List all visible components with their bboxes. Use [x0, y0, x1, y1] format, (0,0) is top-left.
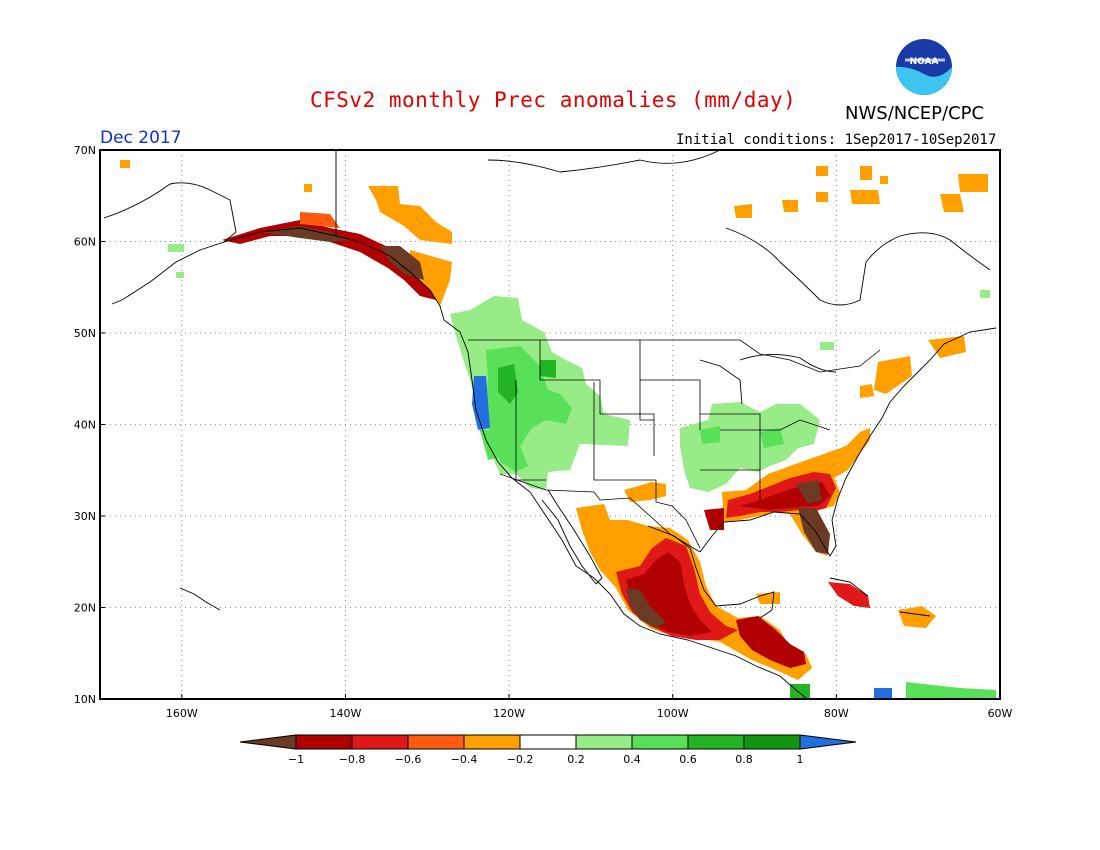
colorbar-label: 0.4 — [623, 753, 641, 766]
lat-tick-label: 20N — [74, 602, 96, 615]
lat-tick-label: 70N — [74, 144, 96, 157]
colorbar-swatch — [631, 734, 689, 750]
lon-tick-label: 140W — [330, 707, 362, 720]
forecast-month: Dec 2017 — [100, 128, 182, 148]
coastlines — [103, 149, 997, 699]
lon-tick-label: 120W — [493, 707, 525, 720]
initial-conditions: Initial conditions: 1Sep2017-10Sep2017 — [676, 132, 997, 148]
colorbar-label: 0.6 — [679, 753, 697, 766]
lon-tick-label: 60W — [988, 707, 1013, 720]
lat-tick-label: 10N — [74, 693, 96, 706]
graticule — [100, 150, 1000, 699]
colorbar-label: −0.8 — [339, 753, 366, 766]
colorbar-swatch — [519, 734, 577, 750]
colorbar-swatch — [463, 734, 521, 750]
anomaly-patches — [120, 160, 996, 698]
colorbar-label: −0.2 — [507, 753, 534, 766]
lon-tick-label: 100W — [657, 707, 689, 720]
colorbar-swatch — [575, 734, 633, 750]
colorbar-swatch — [687, 734, 745, 750]
lat-tick-label: 30N — [74, 510, 96, 523]
colorbar-swatch — [351, 734, 409, 750]
colorbar-label: 1 — [797, 753, 804, 766]
lon-tick-label: 160W — [166, 707, 198, 720]
noaa-logo-text: NOAA — [910, 57, 939, 67]
colorbar-swatch — [295, 734, 353, 750]
colorbar-label: −1 — [288, 753, 304, 766]
colorbar-low-triangle — [239, 734, 297, 750]
colorbar-swatch — [743, 734, 801, 750]
colorbar-label: −0.4 — [451, 753, 478, 766]
colorbar: −1 −0.8 −0.6 −0.4 −0.2 0.2 0.4 0.6 0.8 1 — [239, 734, 857, 766]
map-title: CFSv2 monthly Prec anomalies (mm/day) — [310, 88, 797, 112]
lat-tick-label: 40N — [74, 419, 96, 432]
colorbar-high-triangle — [799, 734, 857, 750]
lon-tick-label: 80W — [824, 707, 849, 720]
longitude-labels: 160W 140W 120W 100W 80W 60W — [166, 694, 1013, 720]
latitude-labels: 70N 60N 50N 40N 30N 20N 10N — [74, 144, 105, 706]
political-boundaries — [468, 339, 881, 553]
agency-label: NWS/NCEP/CPC — [845, 103, 985, 124]
colorbar-label: 0.8 — [735, 753, 753, 766]
colorbar-label: 0.2 — [567, 753, 585, 766]
lat-tick-label: 60N — [74, 236, 96, 249]
colorbar-label: −0.6 — [395, 753, 422, 766]
lat-tick-label: 50N — [74, 327, 96, 340]
noaa-logo: NOAA — [896, 39, 952, 95]
colorbar-swatch — [407, 734, 465, 750]
